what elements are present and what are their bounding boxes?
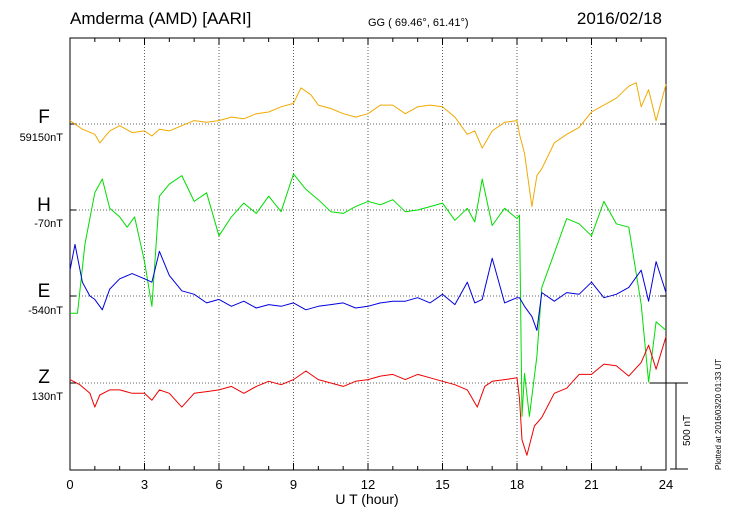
z-component-label: Z — [38, 367, 50, 388]
x-tick-label: 12 — [360, 477, 376, 492]
x-tick-label: 0 — [66, 477, 74, 492]
series-line-h — [70, 173, 667, 417]
series-line-e — [69, 243, 667, 331]
x-tick-label: 21 — [584, 477, 599, 492]
z-baseline-label: 130nT — [31, 391, 63, 403]
e-baseline-label: -540nT — [28, 305, 63, 317]
x-tick-label: 6 — [215, 477, 223, 492]
f-baseline-label: 59150nT — [19, 132, 63, 144]
geographic-coords: GG ( 69.46°, 61.41°) — [368, 17, 469, 29]
f-component-label: F — [38, 107, 50, 128]
x-tick-label: 18 — [509, 477, 525, 492]
series-line-f — [69, 82, 667, 208]
h-baseline-label: -70nT — [34, 218, 63, 230]
x-tick-label: 15 — [435, 477, 450, 492]
x-tick-label: 9 — [289, 477, 298, 492]
series-line-z — [69, 336, 667, 456]
h-component-label: H — [37, 195, 51, 216]
e-component-label: E — [37, 281, 51, 302]
x-tick-label: 24 — [658, 477, 674, 492]
station-title: Amderma (AMD) [AARI] — [70, 9, 252, 28]
x-axis-label: U T (hour) — [335, 491, 399, 507]
x-tick-label: 3 — [140, 477, 149, 492]
date-label: 2016/02/18 — [576, 9, 662, 28]
